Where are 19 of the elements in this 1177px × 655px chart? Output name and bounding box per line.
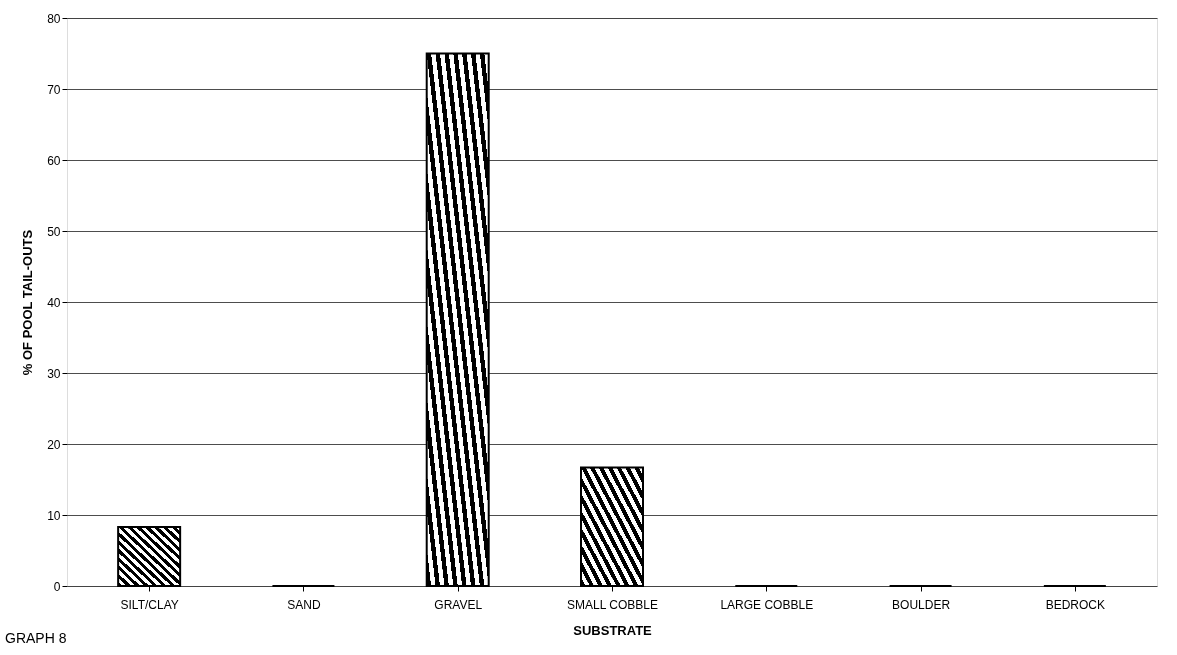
x-tick-label: LARGE COBBLE (720, 597, 814, 612)
y-tick-label: 40 (47, 295, 61, 310)
x-axis-title: SUBSTRATE (573, 622, 653, 638)
y-axis-title: % OF POOL TAIL-OUTS (20, 229, 36, 376)
caption: GRAPH 8 (5, 630, 67, 646)
y-tick-label: 30 (47, 366, 61, 381)
y-tick-label: 20 (47, 437, 61, 452)
x-tick-label: BOULDER (892, 597, 951, 612)
x-tick-label: SILT/CLAY (120, 597, 179, 612)
x-tick-label: BEDROCK (1045, 597, 1106, 612)
y-tick-label: 0 (53, 579, 61, 594)
x-tick-label: SMALL COBBLE (567, 597, 658, 612)
y-tick-label: 60 (47, 153, 61, 168)
y-tick-label: 50 (47, 224, 61, 239)
y-tick-label: 10 (47, 508, 61, 523)
x-tick-label: GRAVEL (434, 597, 483, 612)
y-tick-label: 70 (47, 82, 61, 97)
y-tick-label: 80 (47, 11, 61, 26)
x-tick-label: SAND (287, 597, 321, 612)
